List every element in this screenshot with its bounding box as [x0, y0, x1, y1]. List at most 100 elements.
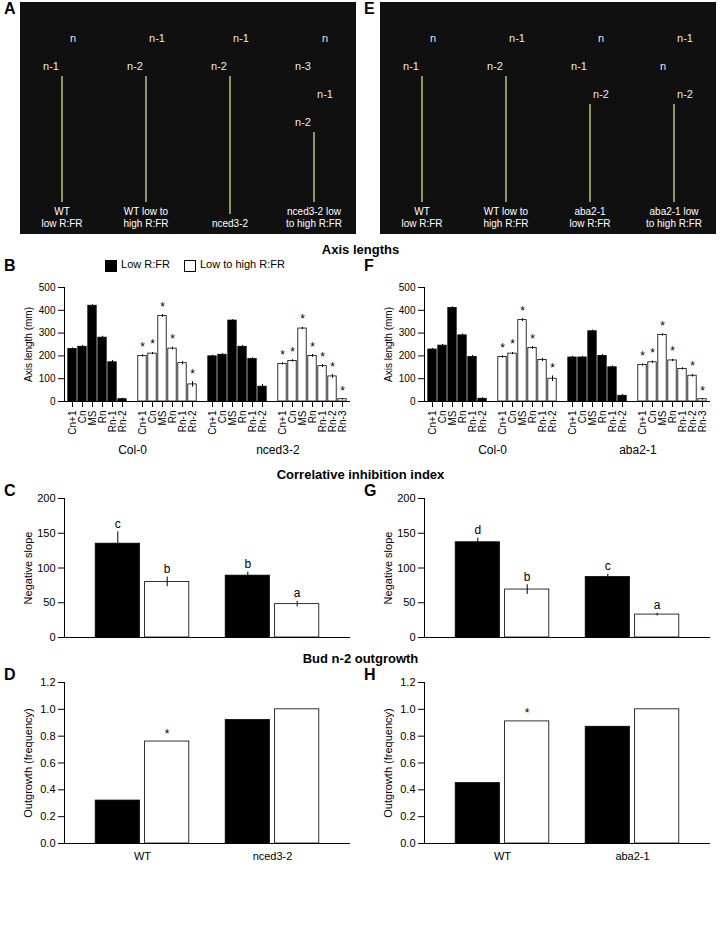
svg-text:*: *: [165, 727, 170, 741]
svg-text:*: *: [530, 332, 535, 346]
svg-text:200: 200: [399, 350, 416, 361]
svg-text:*: *: [640, 349, 645, 363]
html-text:Low to high R:FR: Low to high R:FR: [200, 258, 285, 271]
svg-text:200: 200: [39, 350, 56, 361]
svg-text:0.8: 0.8: [400, 730, 415, 742]
svg-text:0.2: 0.2: [40, 810, 55, 822]
html-text:Bud n-2 outgrowth: Bud n-2 outgrowth: [302, 651, 419, 666]
svg-text:*: *: [280, 348, 285, 362]
html-text:Correlative inhibition index: Correlative inhibition index: [276, 467, 445, 482]
svg-text:50: 50: [403, 596, 415, 608]
svg-text:Col-0: Col-0: [478, 443, 507, 457]
svg-text:*: *: [690, 359, 695, 373]
svg-text:0.6: 0.6: [400, 757, 415, 769]
svg-text:Rn-2: Rn-2: [257, 410, 268, 432]
svg-text:0: 0: [410, 396, 416, 407]
svg-text:100: 100: [397, 562, 415, 574]
svg-text:150: 150: [397, 527, 415, 539]
svg-text:c: c: [605, 559, 611, 573]
svg-text:*: *: [525, 706, 530, 720]
svg-text:1.0: 1.0: [400, 703, 415, 715]
svg-text:Rn-3: Rn-3: [337, 410, 348, 432]
svg-text:*: *: [700, 384, 705, 398]
svg-text:nced3-2: nced3-2: [253, 850, 293, 862]
svg-text:500: 500: [399, 282, 416, 293]
svg-text:0: 0: [50, 396, 56, 407]
svg-text:aba2-1: aba2-1: [615, 850, 649, 862]
svg-text:0.6: 0.6: [40, 757, 55, 769]
svg-text:*: *: [330, 360, 335, 374]
svg-text:Rn-2: Rn-2: [117, 410, 128, 432]
svg-text:100: 100: [37, 562, 55, 574]
svg-text:0.4: 0.4: [400, 783, 415, 795]
svg-text:Axis length (mm): Axis length (mm): [383, 307, 394, 382]
svg-text:Rn-2: Rn-2: [477, 410, 488, 432]
svg-text:Rn-3: Rn-3: [697, 410, 708, 432]
svg-text:200: 200: [397, 492, 415, 504]
svg-text:0.8: 0.8: [40, 730, 55, 742]
svg-text:*: *: [500, 341, 505, 355]
svg-text:c: c: [115, 517, 121, 531]
svg-text:Outgrowth (frequency): Outgrowth (frequency): [22, 708, 34, 817]
svg-text:Rn-2: Rn-2: [547, 410, 558, 432]
svg-text:*: *: [320, 350, 325, 364]
svg-text:WT: WT: [134, 850, 151, 862]
svg-text:*: *: [290, 345, 295, 359]
svg-text:*: *: [150, 337, 155, 351]
svg-text:a: a: [654, 598, 661, 612]
svg-text:Rn-2: Rn-2: [617, 410, 628, 432]
svg-text:WT: WT: [494, 850, 511, 862]
svg-text:Negative slope: Negative slope: [382, 532, 394, 605]
svg-text:Axis length (mm): Axis length (mm): [23, 307, 34, 382]
svg-text:d: d: [474, 523, 481, 537]
svg-text:200: 200: [37, 492, 55, 504]
svg-text:400: 400: [399, 305, 416, 316]
html-text:Axis lengths: Axis lengths: [321, 242, 400, 257]
svg-text:1.2: 1.2: [40, 676, 55, 688]
svg-text:*: *: [340, 384, 345, 398]
html-text:Low R:FR: Low R:FR: [121, 258, 170, 271]
svg-text:150: 150: [37, 527, 55, 539]
svg-text:b: b: [244, 557, 251, 571]
svg-text:b: b: [524, 570, 531, 584]
html-text:n-1: n-1: [43, 60, 59, 72]
svg-text:nced3-2: nced3-2: [256, 443, 300, 457]
svg-text:*: *: [300, 312, 305, 326]
svg-text:0: 0: [409, 631, 415, 643]
svg-text:Col-0: Col-0: [118, 443, 147, 457]
svg-text:*: *: [140, 340, 145, 354]
svg-text:*: *: [160, 300, 165, 314]
svg-text:a: a: [294, 586, 301, 600]
svg-text:100: 100: [399, 373, 416, 384]
svg-text:1.2: 1.2: [400, 676, 415, 688]
svg-text:50: 50: [43, 596, 55, 608]
svg-text:0.2: 0.2: [400, 810, 415, 822]
svg-text:aba2-1: aba2-1: [619, 443, 657, 457]
svg-text:*: *: [310, 340, 315, 354]
svg-text:Rn-2: Rn-2: [187, 410, 198, 432]
svg-text:*: *: [190, 367, 195, 381]
html-text:G: G: [364, 482, 377, 499]
svg-text:b: b: [164, 562, 171, 576]
svg-text:300: 300: [399, 327, 416, 338]
svg-text:Outgrowth (frequency): Outgrowth (frequency): [382, 708, 394, 817]
svg-text:400: 400: [39, 305, 56, 316]
svg-text:1.0: 1.0: [40, 703, 55, 715]
svg-text:0: 0: [49, 631, 55, 643]
svg-text:*: *: [170, 332, 175, 346]
svg-text:*: *: [550, 361, 555, 375]
svg-text:500: 500: [39, 282, 56, 293]
svg-text:300: 300: [39, 327, 56, 338]
html-text:A: A: [4, 0, 16, 17]
svg-text:0.0: 0.0: [40, 837, 55, 849]
svg-text:0.4: 0.4: [40, 783, 55, 795]
svg-text:*: *: [520, 304, 525, 318]
svg-text:Negative slope: Negative slope: [22, 532, 34, 605]
svg-text:*: *: [670, 344, 675, 358]
svg-text:*: *: [660, 319, 665, 333]
svg-text:*: *: [510, 337, 515, 351]
svg-text:0.0: 0.0: [400, 837, 415, 849]
svg-text:*: *: [650, 346, 655, 360]
svg-text:100: 100: [39, 373, 56, 384]
html-text:n-1: n-1: [149, 32, 165, 44]
